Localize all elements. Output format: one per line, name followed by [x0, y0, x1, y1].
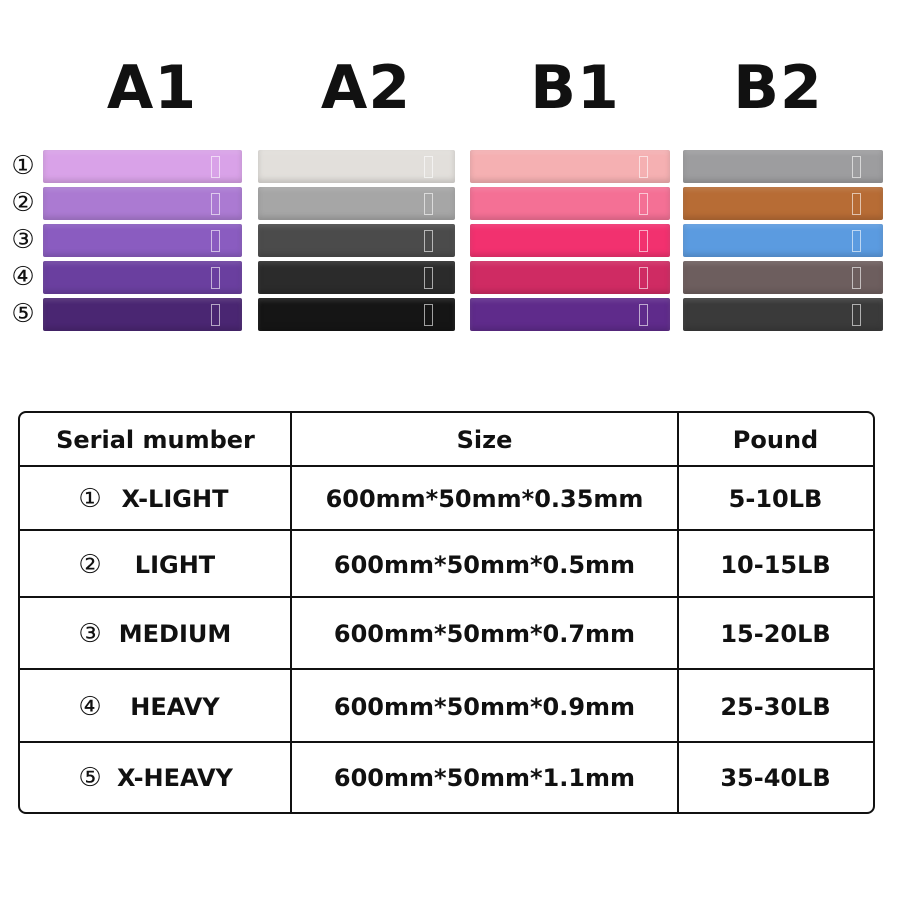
band [258, 224, 455, 257]
header-cell: Pound [732, 425, 819, 454]
size-cell: 600mm*50mm*0.9mm [333, 692, 636, 721]
row-divider [20, 741, 873, 743]
serial-number: ② [78, 549, 102, 580]
band-tag [424, 230, 433, 252]
pound-cell: 5-10LB [728, 485, 823, 513]
serial-number: ④ [78, 691, 102, 722]
band-tag [211, 267, 220, 289]
row-divider [20, 668, 873, 670]
serial-label: HEAVY [130, 692, 220, 721]
pound-cell: 10-15LB [720, 550, 831, 579]
band-tag [639, 193, 648, 215]
band [258, 261, 455, 294]
serial-number: ① [78, 484, 102, 514]
band-tag [639, 230, 648, 252]
band [43, 261, 242, 294]
column-divider [290, 413, 292, 812]
header-cell: Serial mumber [56, 425, 255, 454]
band [470, 298, 670, 331]
band-tag [639, 156, 648, 178]
band [258, 150, 455, 183]
size-cell: 600mm*50mm*0.5mm [333, 550, 636, 579]
serial-label: X-HEAVY [117, 764, 233, 792]
set-title: B1 [530, 53, 620, 123]
column-divider [677, 413, 679, 812]
band-tag [211, 230, 220, 252]
band-tag [639, 267, 648, 289]
band-tag [852, 193, 861, 215]
band [470, 224, 670, 257]
header-cell: Size [456, 425, 513, 454]
band-marker: ② [11, 188, 35, 218]
row-divider [20, 465, 873, 467]
band [43, 187, 242, 220]
band [43, 224, 242, 257]
serial-number: ③ [78, 619, 102, 649]
band [470, 187, 670, 220]
band-tag [852, 304, 861, 326]
band-tag [424, 156, 433, 178]
band-marker: ① [11, 151, 35, 181]
band-tag [424, 267, 433, 289]
band [258, 298, 455, 331]
band-tag [424, 304, 433, 326]
set-title: A1 [106, 53, 198, 123]
serial-label: MEDIUM [118, 620, 232, 648]
band [43, 298, 242, 331]
band-tag [211, 156, 220, 178]
table: Serial mumber Size Pound ① X-LIGHT 600mm*50mm… [18, 411, 875, 814]
band-marker: ③ [11, 225, 35, 255]
size-cell: 600mm*50mm*1.1mm [333, 764, 636, 792]
row-divider [20, 529, 873, 531]
band [470, 261, 670, 294]
set-title: A2 [320, 53, 412, 123]
band [470, 150, 670, 183]
band-marker: ④ [11, 262, 35, 292]
serial-label: LIGHT [134, 550, 216, 579]
band-marker: ⑤ [11, 299, 35, 329]
band [258, 187, 455, 220]
set-title: B2 [733, 53, 823, 123]
pound-cell: 15-20LB [720, 620, 831, 648]
size-cell: 600mm*50mm*0.35mm [325, 485, 644, 513]
pound-cell: 25-30LB [720, 692, 831, 721]
band [683, 224, 883, 257]
band-tag [211, 304, 220, 326]
band-tag [852, 267, 861, 289]
band [43, 150, 242, 183]
band-tag [852, 156, 861, 178]
band [683, 261, 883, 294]
band-tag [211, 193, 220, 215]
band [683, 187, 883, 220]
pound-cell: 35-40LB [720, 764, 831, 792]
band [683, 298, 883, 331]
band-tag [852, 230, 861, 252]
serial-number: ⑤ [78, 763, 102, 793]
size-cell: 600mm*50mm*0.7mm [333, 620, 636, 648]
serial-label: X-LIGHT [121, 485, 229, 513]
row-divider [20, 596, 873, 598]
band [683, 150, 883, 183]
band-tag [639, 304, 648, 326]
band-tag [424, 193, 433, 215]
